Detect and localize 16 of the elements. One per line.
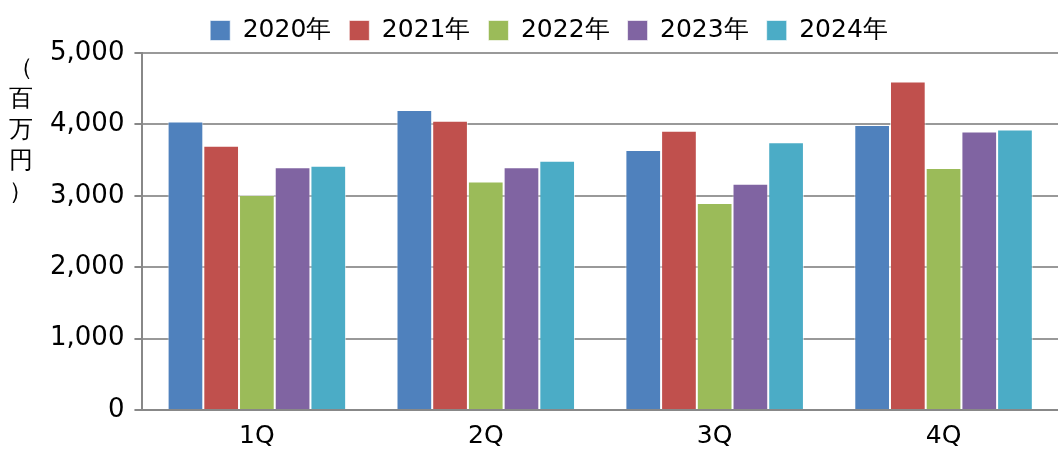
y-axis-title: （百万円） (8, 52, 34, 207)
y-tick-label: 3,000 (50, 178, 125, 209)
y-tick-label: 2,000 (50, 249, 125, 280)
x-tick-label: 3Q (696, 419, 733, 449)
legend-label: 2022年 (520, 14, 610, 43)
x-tick-label: 2Q (467, 419, 504, 449)
legend-label: 2024年 (799, 14, 888, 43)
legend-label: 2020年 (242, 14, 332, 43)
y-tick-label: 0 (107, 392, 125, 423)
x-tick-label: 1Q (239, 419, 275, 449)
y-tick-label: 1,000 (50, 321, 125, 352)
y-tick-label: 4,000 (50, 107, 125, 138)
legend-label: 2021年 (381, 14, 471, 43)
x-tick-label: 4Q (925, 419, 962, 449)
legend-label: 2023年 (660, 14, 749, 43)
y-tick-label: 5,000 (50, 35, 125, 66)
